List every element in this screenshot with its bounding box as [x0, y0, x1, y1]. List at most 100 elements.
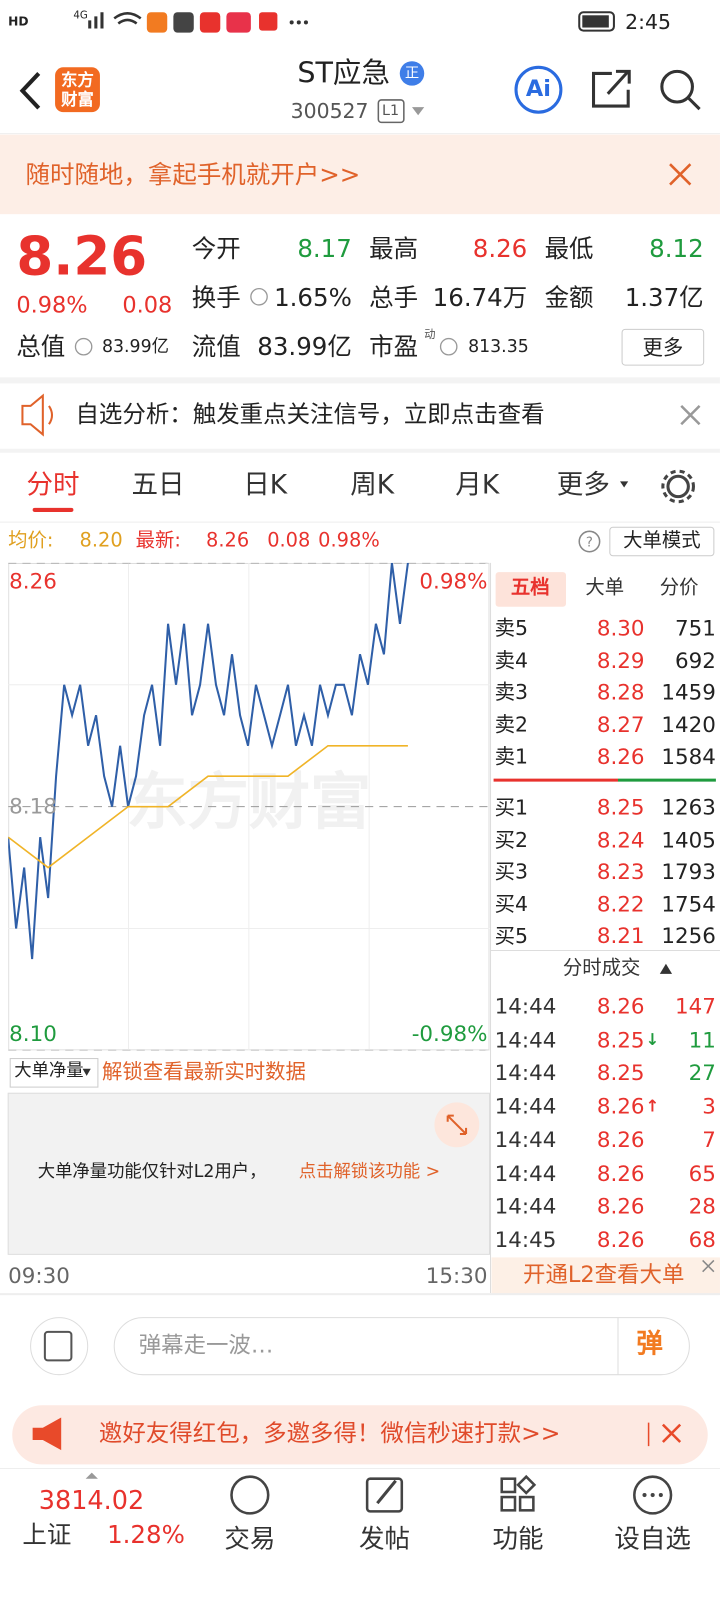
book-price: 8.26: [596, 744, 645, 769]
battery-level: [582, 15, 609, 28]
book-price: 8.27: [596, 712, 645, 737]
dropdown-arrow[interactable]: [411, 107, 425, 116]
dropdown-box[interactable]: [9, 1058, 99, 1088]
comment-icon[interactable]: [30, 1317, 89, 1376]
avg-value: 8.20: [79, 529, 123, 552]
ai-button[interactable]: Ai: [525, 76, 551, 103]
book-tab[interactable]: 分价: [659, 576, 699, 599]
nav-item[interactable]: 功能: [492, 1524, 544, 1554]
book-volume: 1263: [661, 795, 716, 820]
book-volume: 751: [675, 615, 716, 641]
index-name: 上证: [22, 1520, 72, 1550]
l2-footer[interactable]: 开通L2查看大单: [523, 1262, 685, 1289]
unlock-link[interactable]: 解锁查看最新实时数据: [101, 1059, 306, 1084]
badge: 正: [404, 65, 420, 82]
tab[interactable]: 日K: [243, 470, 288, 501]
change: 0.08: [122, 293, 173, 319]
book-label: 买2: [494, 827, 528, 852]
share-icon[interactable]: [591, 69, 631, 108]
l2-panel: [7, 1092, 491, 1255]
book-price: 8.29: [596, 648, 645, 673]
mode-button[interactable]: 大单模式: [623, 529, 701, 552]
help-icon[interactable]: [578, 530, 601, 553]
stock-title: ST应急: [297, 55, 391, 90]
svg-text:?: ?: [586, 536, 593, 551]
back-button[interactable]: [19, 72, 41, 110]
banner-text[interactable]: 随时随地，拿起手机就开户>>: [25, 160, 361, 189]
tab[interactable]: 五日: [131, 470, 185, 501]
book-price: 8.21: [596, 923, 645, 949]
stat-value: 8.17: [297, 234, 352, 264]
close-icon[interactable]: [680, 404, 701, 426]
search-icon[interactable]: [660, 69, 694, 104]
trade-price: 8.26: [596, 994, 645, 1019]
trade-volume: 3: [702, 1094, 716, 1119]
comment-placeholder[interactable]: 弹幕走一波…: [138, 1333, 274, 1359]
status-hd: HD: [8, 14, 29, 29]
trade-volume: 27: [688, 1060, 716, 1086]
last-change: 0.08: [267, 529, 311, 552]
nav-item[interactable]: 发帖: [358, 1524, 410, 1554]
nav-icon[interactable]: [633, 1475, 673, 1515]
y-tick-label: 8.18: [9, 794, 57, 819]
nav-icon[interactable]: [500, 1477, 517, 1494]
stat-label: 流值: [191, 332, 241, 362]
info-icon[interactable]: [74, 337, 93, 356]
stat-label: 金额: [544, 283, 594, 313]
battery: [578, 11, 615, 32]
info-icon[interactable]: [250, 287, 268, 306]
close-icon[interactable]: [661, 1423, 682, 1443]
tab[interactable]: 月K: [455, 470, 500, 501]
price-line: [8, 562, 409, 960]
book-volume: 1584: [661, 744, 716, 769]
book-tab[interactable]: 大单: [585, 576, 625, 599]
banner-bg: [0, 134, 720, 215]
avg-label: 均价:: [8, 529, 54, 552]
promo-text[interactable]: 邀好友得红包，多邀多得！微信秒速打款>>: [98, 1420, 561, 1447]
tab[interactable]: 周K: [350, 470, 395, 501]
stat-label: 市盈: [369, 332, 419, 362]
book-label: 卖4: [494, 647, 528, 673]
status-time: 2:45: [625, 9, 671, 35]
comment-button[interactable]: 弹: [636, 1328, 663, 1360]
more-button[interactable]: [621, 328, 705, 366]
logo-text: 东方财富: [61, 70, 94, 110]
book-tab[interactable]: 五档: [510, 576, 550, 599]
y-tick-label: 8.26: [9, 568, 57, 594]
x-tick-label: 15:30: [425, 1263, 488, 1288]
dropdown[interactable]: 大单净量: [14, 1060, 84, 1082]
stat-value: 1.37亿: [624, 283, 704, 313]
trade-volume: 7: [702, 1127, 716, 1153]
last-value: 8.26: [205, 529, 250, 552]
book-label: 买5: [494, 923, 528, 948]
logo: [55, 67, 100, 113]
ai-button[interactable]: [514, 65, 563, 114]
trade-volume: 11: [688, 1027, 716, 1053]
nav-icon[interactable]: [230, 1475, 270, 1515]
nav-icon[interactable]: [365, 1477, 404, 1513]
comment-input[interactable]: [113, 1317, 690, 1376]
settings-icon[interactable]: [666, 474, 690, 499]
stat-label: 今开: [191, 234, 241, 264]
badge-bg: [399, 61, 425, 86]
book-volume: 1459: [661, 680, 716, 705]
book-label: 买3: [494, 859, 528, 884]
l2-footer-bg[interactable]: [491, 1257, 720, 1295]
tab[interactable]: 更多: [556, 470, 610, 501]
mode-button[interactable]: [609, 526, 715, 557]
trade-flag: ↓: [645, 1029, 660, 1049]
more-button[interactable]: 更多: [642, 335, 684, 360]
notice-text[interactable]: 自选分析：触发重点关注信号，立即点击查看: [75, 401, 545, 429]
tab[interactable]: 分时: [26, 470, 80, 501]
l2-link[interactable]: 点击解锁该功能 >: [298, 1161, 441, 1183]
close-icon[interactable]: [669, 163, 692, 186]
promo-bg[interactable]: [12, 1405, 708, 1465]
book-price: 8.24: [596, 827, 645, 852]
l2-message: 大单净量功能仅针对L2用户，: [37, 1161, 267, 1183]
price-line: [8, 744, 408, 869]
info-icon[interactable]: [439, 337, 458, 356]
trade-time: 14:44: [494, 1060, 557, 1086]
nav-item[interactable]: 交易: [224, 1524, 276, 1554]
nav-item[interactable]: 设自选: [614, 1524, 691, 1554]
stock-code: 300527: [290, 98, 369, 123]
